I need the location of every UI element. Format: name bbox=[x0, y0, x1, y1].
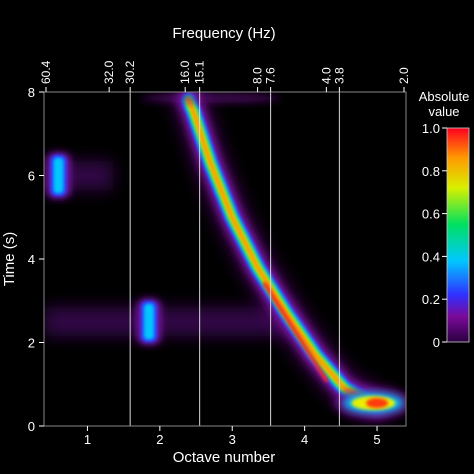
x-tick-label-4: 5 bbox=[373, 432, 380, 447]
y-axis-title: Time (s) bbox=[1, 232, 18, 286]
x-tick-label-2: 3 bbox=[229, 432, 236, 447]
top-tick-label-3: 16.0 bbox=[178, 60, 192, 84]
top-axis-title: Frequency (Hz) bbox=[172, 25, 275, 42]
chirp-peak-core bbox=[262, 282, 329, 383]
colorbar-tick-label-0: 0 bbox=[433, 335, 440, 350]
y-tick-label-3: 6 bbox=[28, 169, 35, 184]
colorbar-tick-label-1: 0.2 bbox=[422, 292, 440, 307]
x-axis: 1 2 3 4 5 bbox=[84, 426, 381, 447]
colorbar-title-line-1: Absolute bbox=[419, 89, 470, 104]
top-tick-label-1: 32.0 bbox=[102, 60, 116, 84]
top-tick-label-6: 7.6 bbox=[264, 67, 278, 84]
colorbar: Absolute value 0 0.2 0.4 0.6 0.8 1.0 bbox=[419, 89, 470, 350]
x-axis-title: Octave number bbox=[173, 449, 276, 466]
burst-2-core bbox=[143, 303, 154, 340]
x-tick-label-0: 1 bbox=[84, 432, 91, 447]
tail-smear-red bbox=[366, 398, 389, 409]
colorbar-tick-label-5: 1.0 bbox=[422, 121, 440, 136]
y-tick-label-4: 8 bbox=[28, 85, 35, 100]
burst-2-smear bbox=[44, 307, 294, 337]
colorbar-ticks: 0 0.2 0.4 0.6 0.8 1.0 bbox=[422, 121, 447, 350]
top-tick-label-8: 3.8 bbox=[332, 67, 346, 84]
top-tick-label-0: 60.4 bbox=[39, 60, 53, 84]
x-tick-label-3: 4 bbox=[301, 432, 308, 447]
frequency-reference-lines bbox=[129, 92, 340, 426]
y-axis: 0 2 4 6 8 bbox=[28, 85, 44, 434]
x-tick-label-1: 2 bbox=[156, 432, 163, 447]
chirp-start-spread bbox=[140, 93, 281, 104]
top-tick-label-7: 4.0 bbox=[319, 67, 333, 84]
colorbar-gradient bbox=[446, 127, 470, 343]
burst-1-core bbox=[53, 157, 64, 194]
top-tick-label-9: 2.0 bbox=[397, 67, 411, 84]
colorbar-tick-label-4: 0.8 bbox=[422, 164, 440, 179]
top-tick-label-4: 15.1 bbox=[193, 60, 207, 84]
top-axis: 60.4 32.0 30.2 16.0 15.1 8.0 7.6 4.0 3.8 2.0 bbox=[39, 60, 411, 92]
top-tick-label-2: 30.2 bbox=[123, 60, 137, 84]
colorbar-title-line-2: value bbox=[428, 104, 459, 119]
y-tick-label-2: 4 bbox=[28, 252, 35, 267]
y-tick-label-1: 2 bbox=[28, 336, 35, 351]
colorbar-tick-label-3: 0.6 bbox=[422, 207, 440, 222]
top-tick-label-5: 8.0 bbox=[251, 67, 265, 84]
colorbar-tick-label-2: 0.4 bbox=[422, 249, 440, 264]
y-tick-label-0: 0 bbox=[28, 419, 35, 434]
